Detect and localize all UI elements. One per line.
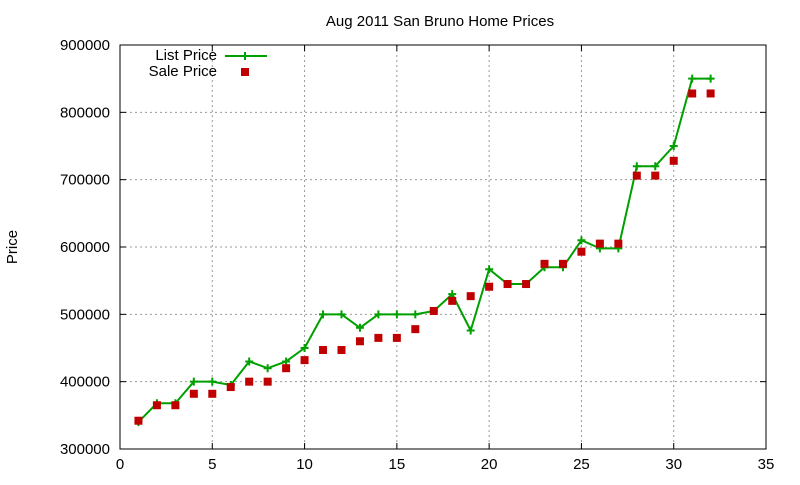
data-point bbox=[263, 377, 272, 386]
data-point bbox=[466, 292, 475, 301]
legend-label-sale-price: Sale Price bbox=[149, 63, 217, 80]
legend-marker-list-price bbox=[241, 52, 249, 60]
data-point bbox=[319, 346, 328, 355]
data-point bbox=[208, 389, 217, 398]
x-tick-label: 15 bbox=[389, 456, 406, 473]
y-tick-label: 800000 bbox=[60, 104, 110, 121]
x-tick-label: 20 bbox=[481, 456, 498, 473]
data-point bbox=[337, 346, 346, 355]
data-point bbox=[429, 306, 438, 315]
data-point bbox=[337, 310, 346, 319]
data-point bbox=[300, 356, 309, 365]
series-list-price bbox=[134, 74, 715, 427]
chart-title: Aug 2011 San Bruno Home Prices bbox=[326, 13, 554, 30]
data-point bbox=[319, 310, 328, 319]
data-point bbox=[632, 162, 641, 171]
y-tick-label: 600000 bbox=[60, 239, 110, 256]
data-point bbox=[485, 265, 494, 274]
data-point bbox=[558, 259, 567, 268]
data-point bbox=[448, 290, 457, 299]
x-tick-label: 25 bbox=[573, 456, 590, 473]
data-point bbox=[208, 377, 217, 386]
x-tick-label: 35 bbox=[758, 456, 775, 473]
x-tick-label: 30 bbox=[665, 456, 682, 473]
data-point bbox=[392, 310, 401, 319]
data-point bbox=[263, 364, 272, 373]
data-point bbox=[651, 171, 660, 180]
x-tick-label: 5 bbox=[208, 456, 216, 473]
series-sale-price bbox=[134, 89, 715, 425]
series bbox=[134, 74, 715, 427]
legend-label-list-price: List Price bbox=[155, 47, 217, 64]
data-point bbox=[485, 282, 494, 291]
data-point bbox=[466, 326, 475, 335]
legend: List Price Sale Price bbox=[149, 47, 267, 80]
data-point bbox=[503, 280, 512, 289]
legend-marker-sale-price bbox=[241, 68, 249, 76]
series-line bbox=[137, 77, 711, 423]
data-point bbox=[540, 259, 549, 268]
data-point bbox=[595, 239, 604, 248]
data-point bbox=[392, 333, 401, 342]
data-point bbox=[134, 416, 143, 425]
data-point bbox=[688, 74, 697, 83]
data-point bbox=[282, 357, 291, 366]
data-point bbox=[374, 333, 383, 342]
data-point bbox=[411, 310, 420, 319]
data-point bbox=[189, 377, 198, 386]
data-point bbox=[189, 389, 198, 398]
data-point bbox=[669, 156, 678, 165]
data-point bbox=[706, 89, 715, 98]
data-point bbox=[651, 162, 660, 171]
data-point bbox=[411, 325, 420, 334]
y-tick-label: 900000 bbox=[60, 37, 110, 54]
data-point bbox=[522, 280, 531, 289]
y-axis-label: Price bbox=[4, 230, 21, 264]
data-point bbox=[355, 323, 364, 332]
data-point bbox=[448, 296, 457, 305]
data-point bbox=[355, 337, 364, 346]
ticks: 0 5 10 15 20 25 30 35 300000 400000 500000 600000 70… bbox=[60, 37, 774, 473]
y-tick-label: 700000 bbox=[60, 172, 110, 189]
data-point bbox=[300, 344, 309, 352]
data-point bbox=[282, 364, 291, 373]
data-point bbox=[226, 383, 235, 392]
data-point bbox=[688, 89, 697, 98]
data-point bbox=[171, 401, 180, 410]
data-point bbox=[577, 247, 586, 256]
data-point bbox=[245, 357, 254, 366]
data-point bbox=[577, 236, 586, 245]
x-tick-label: 10 bbox=[296, 456, 313, 473]
data-point bbox=[152, 401, 161, 410]
data-point bbox=[669, 142, 678, 150]
y-tick-label: 400000 bbox=[60, 374, 110, 391]
x-tick-label: 0 bbox=[116, 456, 124, 473]
y-tick-label: 300000 bbox=[60, 441, 110, 458]
data-point bbox=[374, 310, 383, 319]
data-point bbox=[245, 377, 254, 386]
data-point bbox=[614, 239, 623, 248]
y-tick-label: 500000 bbox=[60, 306, 110, 323]
data-point bbox=[706, 74, 715, 83]
data-point bbox=[632, 171, 641, 180]
grid bbox=[120, 45, 766, 449]
